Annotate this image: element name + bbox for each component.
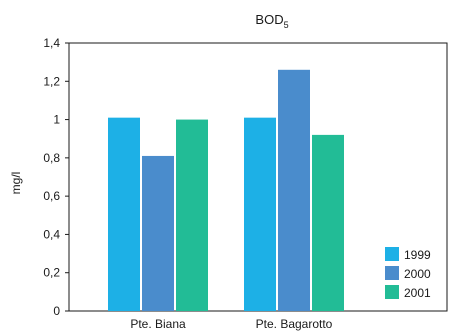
legend-swatch (385, 247, 399, 261)
legend-swatch (385, 285, 399, 299)
y-tick-label: 0,6 (43, 189, 60, 203)
legend-label: 2000 (404, 267, 431, 281)
chart-title-main: BOD (255, 12, 283, 27)
category-labels: Pte. Biana Pte. Bagarotto (130, 317, 332, 331)
y-axis-title: mg/l (9, 172, 23, 195)
chart-title-subscript: 5 (284, 20, 289, 30)
bar-2000-1 (278, 69, 310, 311)
category-label: Pte. Bagarotto (256, 317, 333, 331)
y-tick-label: 1 (53, 113, 60, 127)
category-label: Pte. Biana (130, 317, 186, 331)
bars-group (108, 69, 344, 312)
y-tick-label: 0,2 (43, 266, 60, 280)
legend: 1999 2000 2001 (385, 247, 431, 300)
bar-2001-1 (312, 134, 344, 311)
legend-label: 2001 (404, 286, 431, 300)
bar-2001-0 (176, 119, 208, 311)
y-tick-label: 0,4 (43, 227, 60, 241)
legend-swatch (385, 266, 399, 280)
bar-1999-1 (244, 117, 276, 312)
legend-label: 1999 (404, 248, 431, 262)
bar-2000-0 (142, 155, 174, 311)
y-axis-ticks: 0 0,2 0,4 0,6 0,8 1 1,2 1,4 (43, 36, 69, 318)
y-tick-label: 1,2 (43, 74, 60, 88)
y-tick-label: 1,4 (43, 36, 60, 50)
chart-title: BOD5 (255, 12, 288, 30)
y-tick-label: 0,8 (43, 151, 60, 165)
y-tick-label: 0 (53, 304, 60, 318)
bar-1999-0 (108, 117, 140, 312)
